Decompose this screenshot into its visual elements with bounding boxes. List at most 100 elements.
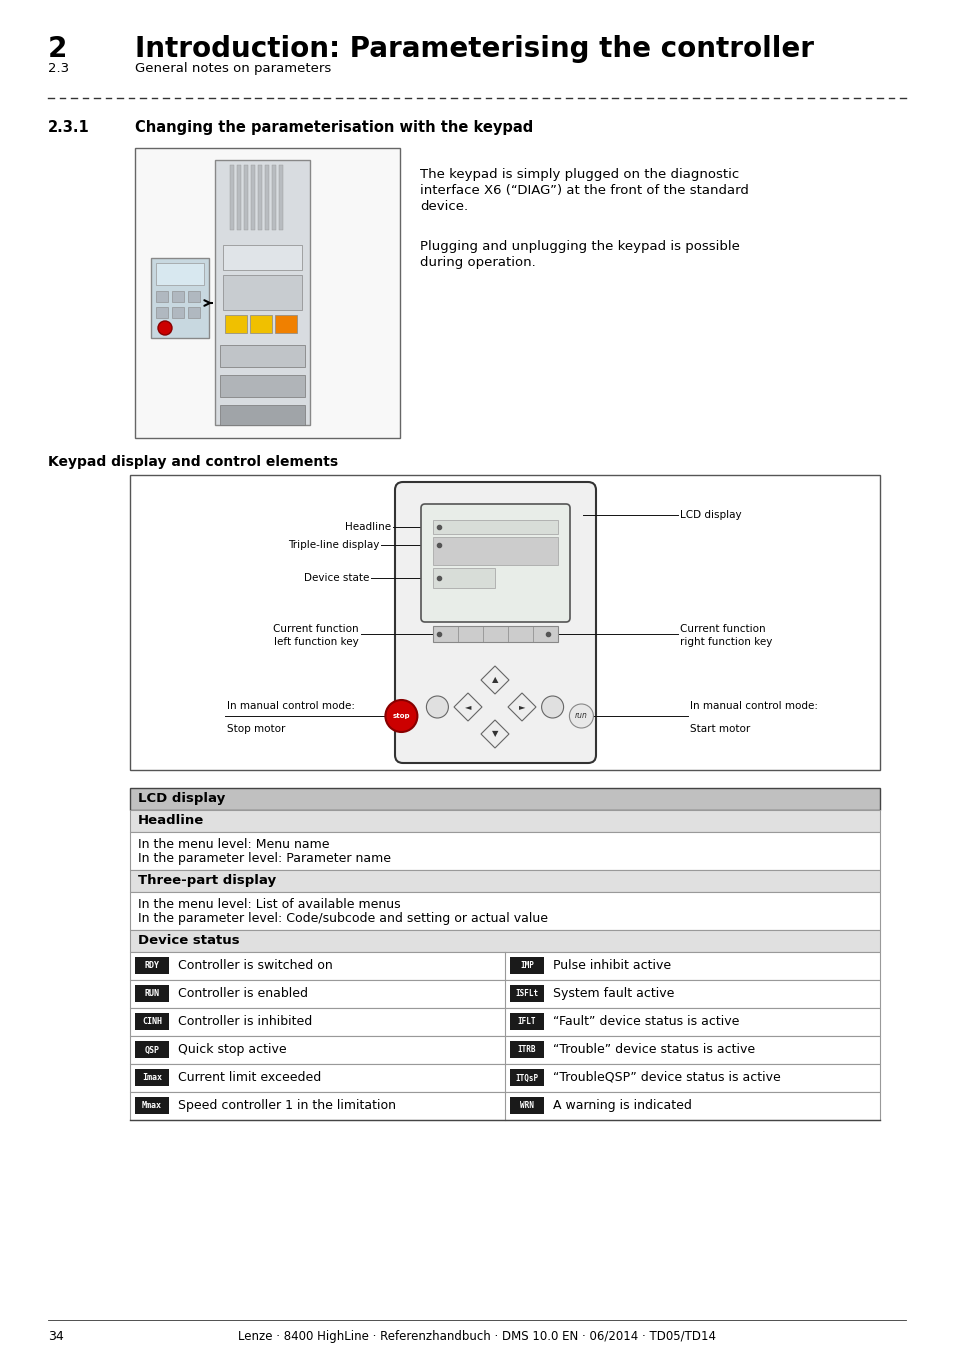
Text: Three-part display: Three-part display bbox=[138, 873, 275, 887]
Text: Triple-line display: Triple-line display bbox=[287, 540, 378, 549]
Text: Lenze · 8400 HighLine · Referenzhandbuch · DMS 10.0 EN · 06/2014 · TD05/TD14: Lenze · 8400 HighLine · Referenzhandbuch… bbox=[237, 1330, 716, 1343]
Text: RDY: RDY bbox=[144, 961, 159, 971]
Text: 34: 34 bbox=[48, 1330, 64, 1343]
Text: 2.3.1: 2.3.1 bbox=[48, 120, 90, 135]
Bar bbox=[188, 292, 200, 302]
Bar bbox=[188, 306, 200, 319]
Bar bbox=[223, 244, 302, 270]
Text: interface X6 (“DIAG”) at the front of the standard: interface X6 (“DIAG”) at the front of th… bbox=[419, 184, 748, 197]
Text: Mmax: Mmax bbox=[142, 1102, 162, 1111]
FancyBboxPatch shape bbox=[420, 504, 569, 622]
Bar bbox=[510, 1041, 543, 1058]
Text: 2: 2 bbox=[48, 35, 68, 63]
Bar bbox=[130, 1064, 879, 1092]
Text: “Trouble” device status is active: “Trouble” device status is active bbox=[553, 1044, 755, 1056]
Bar bbox=[135, 148, 399, 437]
Text: Changing the parameterisation with the keypad: Changing the parameterisation with the k… bbox=[135, 120, 533, 135]
Bar bbox=[220, 375, 305, 397]
Bar bbox=[265, 165, 269, 230]
Text: IFLT: IFLT bbox=[517, 1018, 536, 1026]
Bar bbox=[274, 315, 296, 333]
Bar bbox=[220, 346, 305, 367]
Bar bbox=[433, 568, 495, 589]
Polygon shape bbox=[454, 693, 481, 721]
Text: In manual control mode:: In manual control mode: bbox=[689, 701, 817, 711]
Bar bbox=[172, 292, 184, 302]
Bar bbox=[130, 892, 879, 930]
FancyBboxPatch shape bbox=[395, 482, 596, 763]
Text: 2.3: 2.3 bbox=[48, 62, 69, 76]
Text: ►: ► bbox=[518, 702, 525, 711]
Text: Device state: Device state bbox=[303, 572, 369, 583]
Bar bbox=[510, 1098, 543, 1114]
Text: ISFLt: ISFLt bbox=[515, 990, 538, 999]
Text: Imax: Imax bbox=[142, 1073, 162, 1083]
Text: CINH: CINH bbox=[142, 1018, 162, 1026]
Text: ▲: ▲ bbox=[491, 675, 497, 684]
Text: ◄: ◄ bbox=[464, 702, 471, 711]
Bar bbox=[257, 165, 262, 230]
Text: “Fault” device status is active: “Fault” device status is active bbox=[553, 1015, 739, 1027]
Bar bbox=[130, 869, 879, 892]
Text: Current function: Current function bbox=[274, 624, 358, 634]
Text: Controller is enabled: Controller is enabled bbox=[178, 987, 308, 1000]
Text: left function key: left function key bbox=[274, 637, 358, 647]
Bar bbox=[510, 986, 543, 1002]
Text: “TroubleQSP” device status is active: “TroubleQSP” device status is active bbox=[553, 1071, 780, 1084]
Bar bbox=[130, 980, 879, 1008]
Bar bbox=[156, 263, 204, 285]
Text: In the menu level: List of available menus: In the menu level: List of available men… bbox=[138, 898, 400, 911]
Bar bbox=[130, 788, 879, 810]
Polygon shape bbox=[507, 693, 536, 721]
Polygon shape bbox=[480, 666, 509, 694]
Text: A warning is indicated: A warning is indicated bbox=[553, 1099, 691, 1112]
Bar bbox=[135, 986, 169, 1002]
Bar bbox=[130, 832, 879, 869]
Bar bbox=[130, 1008, 879, 1035]
Text: QSP: QSP bbox=[144, 1045, 159, 1054]
Text: Introduction: Parameterising the controller: Introduction: Parameterising the control… bbox=[135, 35, 813, 63]
Bar bbox=[135, 1041, 169, 1058]
Text: In manual control mode:: In manual control mode: bbox=[227, 701, 355, 711]
Text: Start motor: Start motor bbox=[689, 724, 749, 734]
Text: Stop motor: Stop motor bbox=[227, 724, 285, 734]
Bar bbox=[278, 165, 283, 230]
Text: Keypad display and control elements: Keypad display and control elements bbox=[48, 455, 337, 468]
Text: Pulse inhibit active: Pulse inhibit active bbox=[553, 958, 670, 972]
Bar bbox=[135, 957, 169, 973]
Text: Current function: Current function bbox=[679, 624, 765, 634]
Text: ▼: ▼ bbox=[491, 729, 497, 738]
Bar bbox=[130, 930, 879, 952]
Bar bbox=[135, 1069, 169, 1085]
Bar bbox=[130, 952, 879, 980]
Text: right function key: right function key bbox=[679, 637, 772, 647]
Text: Headline: Headline bbox=[138, 814, 204, 828]
Text: In the parameter level: Parameter name: In the parameter level: Parameter name bbox=[138, 852, 391, 865]
Text: Device status: Device status bbox=[138, 934, 239, 946]
Bar bbox=[272, 165, 275, 230]
Text: Current limit exceeded: Current limit exceeded bbox=[178, 1071, 321, 1084]
Text: Controller is inhibited: Controller is inhibited bbox=[178, 1015, 312, 1027]
Text: Controller is switched on: Controller is switched on bbox=[178, 958, 333, 972]
Bar bbox=[130, 475, 879, 770]
Bar bbox=[156, 306, 168, 319]
Bar bbox=[230, 165, 233, 230]
Bar bbox=[236, 165, 241, 230]
Bar bbox=[510, 1012, 543, 1030]
Text: LCD display: LCD display bbox=[138, 792, 225, 805]
Bar bbox=[130, 1035, 879, 1064]
Text: during operation.: during operation. bbox=[419, 256, 536, 269]
Bar bbox=[433, 626, 558, 643]
Text: device.: device. bbox=[419, 200, 468, 213]
Text: LCD display: LCD display bbox=[679, 510, 740, 520]
Text: System fault active: System fault active bbox=[553, 987, 674, 1000]
Text: ITQsP: ITQsP bbox=[515, 1073, 538, 1083]
Text: General notes on parameters: General notes on parameters bbox=[135, 62, 331, 76]
Bar bbox=[225, 315, 247, 333]
Bar bbox=[433, 537, 558, 566]
Text: Quick stop active: Quick stop active bbox=[178, 1044, 286, 1056]
Bar bbox=[151, 258, 209, 338]
Bar bbox=[223, 275, 302, 310]
Bar bbox=[214, 161, 310, 425]
Text: Headline: Headline bbox=[345, 522, 391, 532]
